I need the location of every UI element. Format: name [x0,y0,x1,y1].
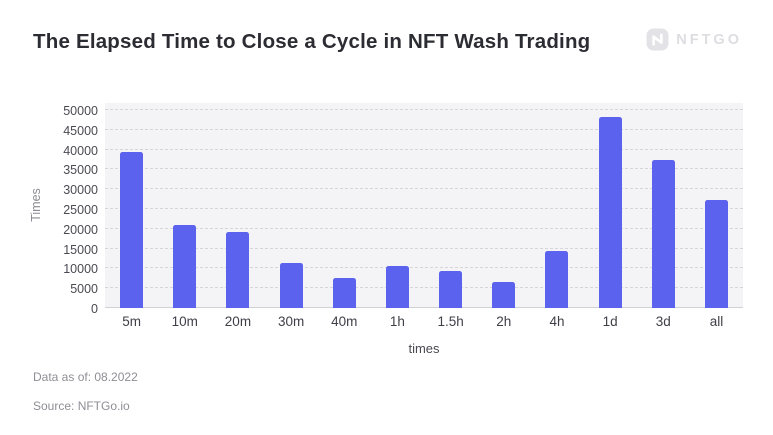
gridline-5000 [105,287,743,289]
gridline-20000 [105,227,743,229]
bar-band-1h [371,265,424,308]
x-tick-2h: 2h [496,314,512,329]
gridline-50000 [105,109,743,110]
bar-4h[interactable] [545,250,569,308]
nftgo-logo-text: NFTGO [676,31,742,48]
x-tick-5m: 5m [122,314,141,329]
bar-1h[interactable] [385,265,409,308]
bar-1.5h[interactable] [439,270,463,308]
y-tick-50000: 50000 [63,104,98,118]
bar-band-1d [584,117,637,308]
x-tick-1h: 1h [389,314,405,329]
x-axis-title: times [408,341,440,356]
gridline-40000 [105,148,743,150]
gridline-35000 [105,168,743,170]
y-tick-20000: 20000 [63,222,98,237]
bar-band-30m [265,263,318,308]
x-tick-3d: 3d [655,314,671,329]
bar-30m[interactable] [279,263,303,308]
bar-10m[interactable] [173,224,197,308]
bar-chart-plot-area [105,103,743,308]
bar-band-2h [477,281,530,308]
x-tick-all: all [709,314,724,329]
y-tick-10000: 10000 [63,262,98,277]
x-tick-10m: 10m [171,314,198,329]
y-tick-30000: 30000 [63,183,98,198]
gridline-45000 [105,128,743,130]
x-tick-1d: 1d [602,314,618,329]
data-as-of-note: Data as of: 08.2022 [33,370,138,384]
gridline-10000 [105,267,743,269]
gridline-15000 [105,247,743,249]
bar-band-4h [530,250,583,308]
y-tick-25000: 25000 [63,203,98,217]
bar-20m[interactable] [226,231,250,308]
bar-band-5m [105,151,158,308]
x-tick-30m: 30m [277,314,305,329]
nftgo-logo: NFTGO [646,28,742,51]
chart-title: The Elapsed Time to Close a Cycle in NFT… [33,30,591,53]
y-tick-0: 0 [91,302,98,316]
y-tick-40000: 40000 [63,143,98,158]
x-tick-40m: 40m [331,314,358,329]
x-tick-4h: 4h [549,314,565,329]
x-tick-20m: 20m [224,314,252,329]
bar-band-1.5h [424,270,477,308]
bar-band-40m [318,278,371,308]
gridline-30000 [105,188,743,190]
y-tick-35000: 35000 [63,163,98,178]
y-tick-45000: 45000 [63,123,98,138]
bar-3d[interactable] [651,159,675,308]
gridline-25000 [105,208,743,209]
source-note: Source: NFTGo.io [33,399,130,413]
bar-5m[interactable] [120,151,144,308]
bar-band-3d [637,159,690,308]
bar-1d[interactable] [598,117,622,308]
nftgo-logo-icon [646,28,669,51]
y-tick-5000: 5000 [70,282,98,297]
bar-band-all [690,199,743,308]
bar-40m[interactable] [332,278,356,308]
x-axis-line [105,307,743,308]
x-tick-1.5h: 1.5h [437,314,464,329]
bar-2h[interactable] [492,281,516,308]
bar-band-10m [158,224,211,308]
y-axis-tick-labels: 0 5000 10000 15000 20000 25000 30000 35000 40000… [38,103,98,316]
bar-all[interactable] [704,199,728,308]
x-axis-tick-labels: 5m 10m 20m 30m 40m 1h 1.5h 2h 4h 1d 3d all [105,314,743,329]
y-tick-15000: 15000 [63,242,98,257]
bar-band-20m [211,231,264,308]
bar-series [105,103,743,308]
